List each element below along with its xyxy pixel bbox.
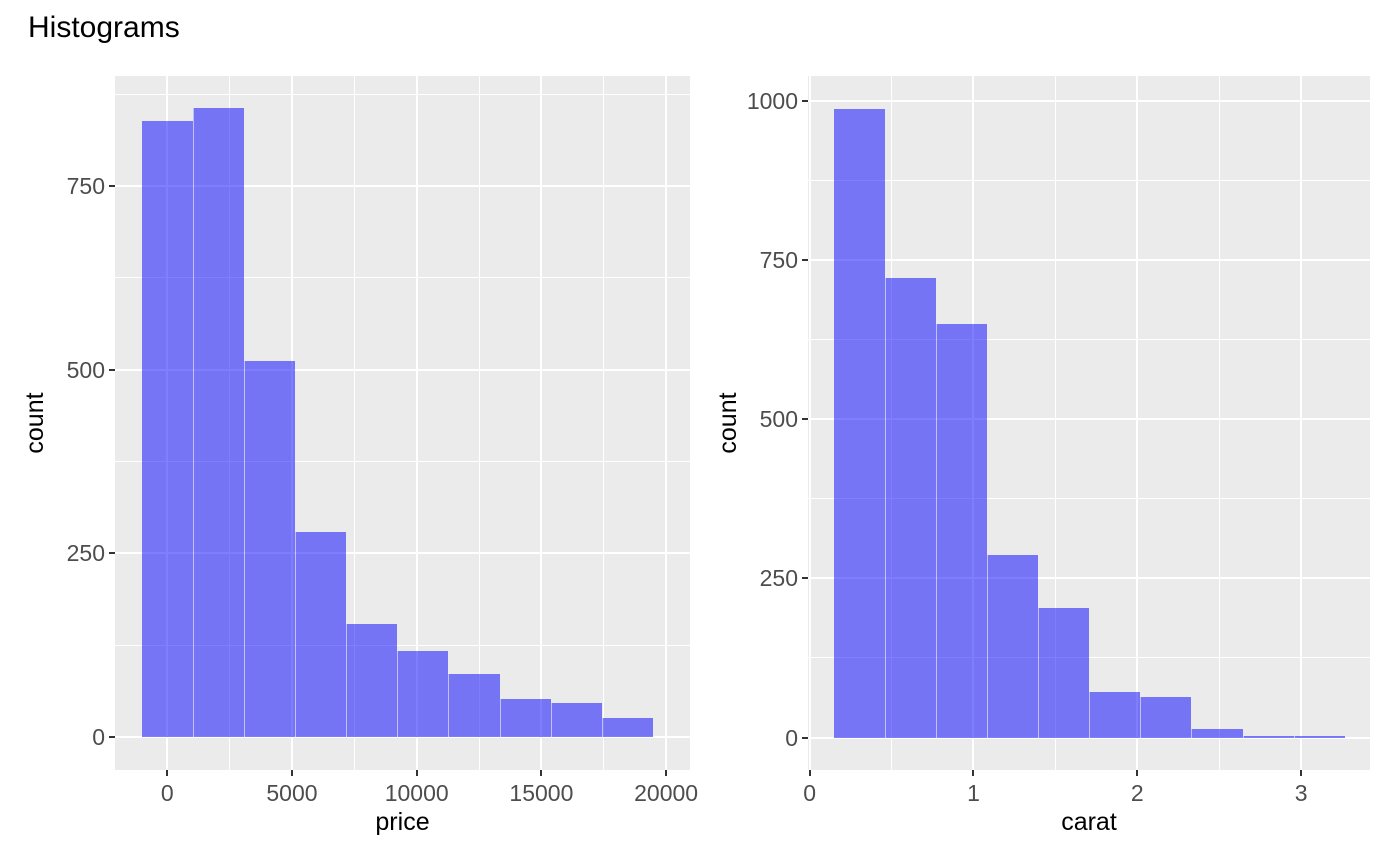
histogram-bar	[935, 323, 987, 738]
y-axis-tick-label: 750	[66, 173, 105, 200]
y-axis-tick-label: 0	[92, 723, 105, 750]
x-axis-tick	[972, 770, 975, 776]
gridline-x-major	[808, 76, 811, 770]
gridline-y-minor	[115, 644, 690, 646]
gridline-y-major	[808, 259, 1370, 261]
gridline-y-minor	[115, 461, 690, 463]
y-axis-tick-label: 500	[759, 406, 798, 433]
gridline-x-minor	[478, 76, 480, 770]
histogram-bar	[1293, 736, 1345, 738]
gridline-y-major	[115, 185, 690, 188]
histogram-bar	[193, 108, 245, 737]
histogram-bar	[601, 717, 653, 737]
histogram-bar	[1089, 692, 1141, 738]
y-axis-tick-label: 1000	[746, 87, 798, 114]
y-axis-tick	[109, 552, 115, 555]
histogram-bar	[244, 360, 296, 737]
histogram-bar	[141, 120, 194, 737]
x-axis-tick-label: 5000	[266, 780, 318, 806]
x-axis-tick	[808, 770, 811, 776]
x-axis-title: carat	[1061, 808, 1117, 836]
gridline-x-major	[415, 76, 418, 770]
x-axis-tick-label: 0	[160, 780, 174, 806]
gridline-y-minor	[808, 339, 1370, 341]
gridline-y-major	[808, 99, 1370, 102]
x-axis-tick-label: 15000	[509, 780, 574, 806]
histogram-bar	[833, 109, 885, 738]
y-axis-tick	[802, 418, 808, 421]
gridline-y-minor	[808, 498, 1370, 500]
y-axis-tick	[109, 735, 115, 738]
y-axis-tick	[802, 577, 808, 580]
x-axis-tick-label: 2	[1130, 780, 1144, 806]
x-axis-tick	[665, 770, 668, 776]
histogram-bar	[986, 555, 1039, 738]
plot-price-histogram: 0 5000 10000 15000 20000 0 250 500 750 price count	[21, 76, 699, 836]
gridline-x-major	[1136, 76, 1139, 770]
gridline-y-major	[808, 577, 1370, 580]
gridline-y-major	[115, 552, 690, 555]
x-axis-tick-label: 3	[1294, 780, 1308, 806]
histogram-bar	[448, 673, 500, 737]
x-axis-tick	[540, 770, 543, 776]
y-axis-tick	[802, 259, 808, 261]
x-axis-tick-label: 10000	[384, 780, 449, 806]
gridline-x-minor	[603, 76, 605, 770]
histogram-bar	[1191, 729, 1243, 738]
histogram-bar	[550, 703, 602, 737]
x-axis-tick	[166, 770, 169, 776]
x-axis-tick	[1300, 770, 1303, 776]
histogram-bar	[295, 532, 347, 737]
y-axis-title: count	[714, 392, 742, 454]
y-axis-tick-label: 250	[66, 540, 105, 567]
y-axis-tick-label: 0	[785, 724, 798, 751]
y-axis-tick	[109, 368, 115, 371]
gridline-x-major	[540, 76, 543, 770]
x-axis-tick-label: 0	[803, 780, 817, 806]
plot-carat-histogram: 0 1 2 3 0 250 500 750 1000 carat count	[700, 0, 1400, 866]
histogram-bar	[1038, 607, 1090, 738]
x-axis-tick-label: 20000	[634, 780, 699, 806]
figure-title: Histograms	[28, 11, 180, 44]
gridline-x-major	[1300, 76, 1303, 770]
gridline-y-major	[115, 735, 690, 738]
gridline-x-major	[665, 76, 668, 770]
y-axis-tick-label: 750	[759, 247, 798, 273]
y-axis-tick	[802, 99, 808, 102]
gridline-y-minor	[808, 179, 1370, 181]
y-axis-tick-label: 250	[759, 565, 798, 592]
gridline-y-major	[808, 418, 1370, 421]
gridline-x-minor	[1054, 76, 1056, 770]
gridline-y-major	[808, 736, 1370, 739]
histogram-bar	[1242, 736, 1294, 738]
x-axis-tick	[1136, 770, 1139, 776]
y-axis-tick	[802, 736, 808, 739]
y-axis-tick-label: 500	[66, 356, 105, 383]
gridline-x-minor	[1218, 76, 1220, 770]
y-axis-title: count	[21, 392, 49, 454]
histogram-bar	[1140, 697, 1192, 738]
histogram-bar	[499, 698, 551, 737]
x-axis-title: price	[375, 808, 430, 836]
gridline-y-minor	[115, 277, 690, 279]
histogram-bar	[397, 651, 449, 737]
x-axis-tick	[415, 770, 418, 776]
y-axis-tick	[109, 185, 115, 188]
gridline-y-major	[115, 368, 690, 371]
gridline-y-minor	[115, 93, 690, 95]
gridline-x-minor	[353, 76, 355, 770]
x-axis-tick-label: 1	[967, 780, 980, 806]
histogram-bar	[884, 277, 936, 738]
x-axis-tick	[290, 770, 293, 776]
histogram-bar	[346, 623, 398, 737]
